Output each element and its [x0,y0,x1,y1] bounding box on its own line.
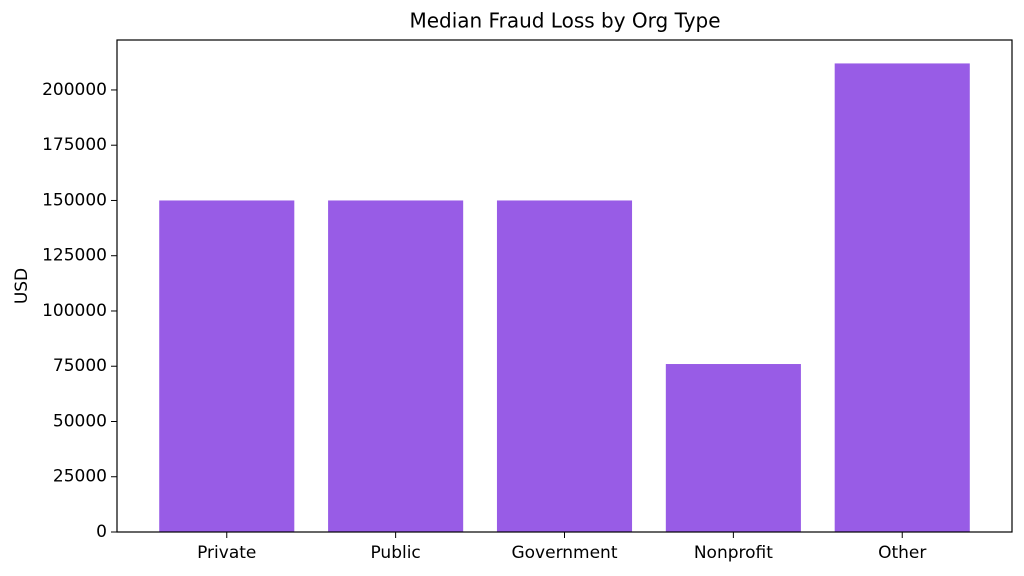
y-tick-label: 50000 [53,411,107,431]
y-tick-label: 125000 [42,246,107,266]
x-tick-label: Other [878,543,926,563]
x-tick-label: Public [370,543,420,563]
y-tick-label: 175000 [42,135,107,155]
y-tick-label: 75000 [53,356,107,376]
y-tick-label: 100000 [42,301,107,321]
y-tick-label: 150000 [42,190,107,210]
y-tick-label: 200000 [42,80,107,100]
x-tick-label: Nonprofit [694,543,773,563]
bar [834,63,970,533]
bar [496,200,633,532]
bar [665,364,801,532]
bar [159,200,295,532]
bar [328,200,464,532]
plot-frame [116,39,1013,533]
y-axis-label: USD [12,268,32,304]
chart-title: Median Fraud Loss by Org Type [409,9,720,33]
y-tick-label: 0 [96,522,107,542]
x-tick-label: Private [197,543,256,563]
y-tick-label: 25000 [53,467,107,487]
x-tick-label: Government [511,543,617,563]
